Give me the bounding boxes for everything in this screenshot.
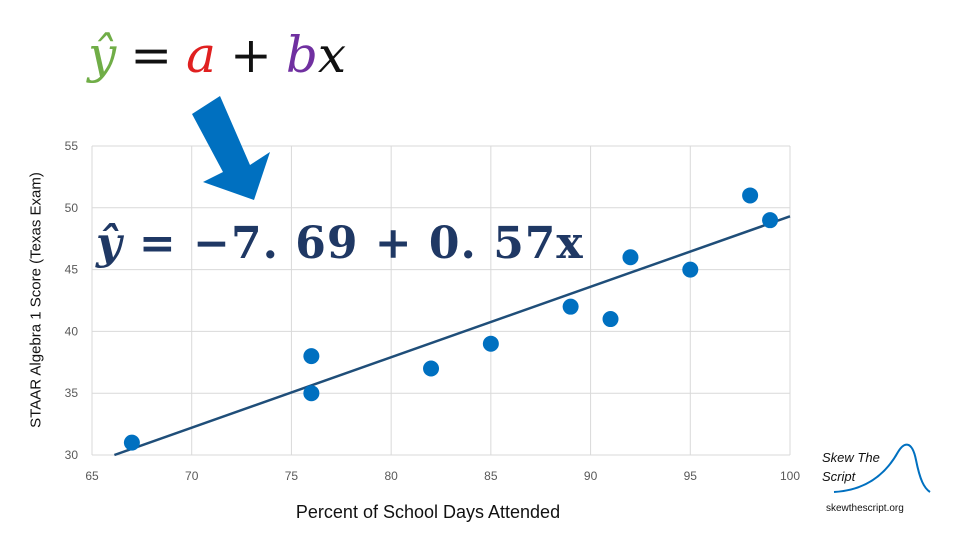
x-tick-label: 90 [584,469,598,483]
y-tick-label: 45 [65,263,79,277]
data-point [742,187,759,204]
down-arrow-icon [192,96,270,200]
formula-yhat: ŷ [88,26,117,84]
regression-rest: = −7. 69 + 0. 57x [122,218,584,269]
y-tick-label: 40 [65,324,79,338]
x-tick-label: 70 [185,469,199,483]
chart-trendline-group [113,215,791,457]
fitted-regression-equation: ŷ = −7. 69 + 0. 57x [96,218,584,269]
formula-a: a [186,26,216,84]
formula-equals: = [130,26,173,84]
x-tick-label: 65 [85,469,99,483]
data-point [622,249,639,266]
data-point [423,360,440,377]
generic-regression-formula: ŷ = a + bx [88,26,346,106]
x-tick-label: 100 [780,469,800,483]
trendline [113,215,791,457]
data-point [562,298,579,315]
formula-x: x [317,26,347,84]
data-point [123,434,140,451]
x-tick-label: 95 [684,469,698,483]
brand-name: Skew The Script [822,448,892,486]
data-point [303,385,320,402]
brand-line-1: Skew The [822,450,880,465]
x-tick-label: 75 [285,469,299,483]
brand-url: skewthescript.org [826,503,904,514]
x-axis-label: Percent of School Days Attended [295,502,561,522]
regression-yhat: ŷ [96,218,123,269]
chart-gridlines [91,145,791,456]
brand-line-2: Script [822,469,856,484]
x-tick-label: 85 [484,469,498,483]
y-tick-label: 55 [65,139,79,153]
x-tick-label: 80 [384,469,398,483]
y-tick-label: 35 [65,386,79,400]
data-point [303,348,320,365]
chart-tick-labels: 30 35 40 45 50 55 65 70 75 80 85 90 95 100 [65,139,801,483]
data-point [682,261,699,278]
chart-points [123,187,779,451]
y-tick-label: 50 [65,201,79,215]
y-tick-label: 30 [65,448,79,462]
data-point [602,311,619,328]
formula-b: b [285,26,318,84]
data-point [762,212,779,229]
formula-plus: + [229,26,272,84]
data-point [482,335,499,352]
